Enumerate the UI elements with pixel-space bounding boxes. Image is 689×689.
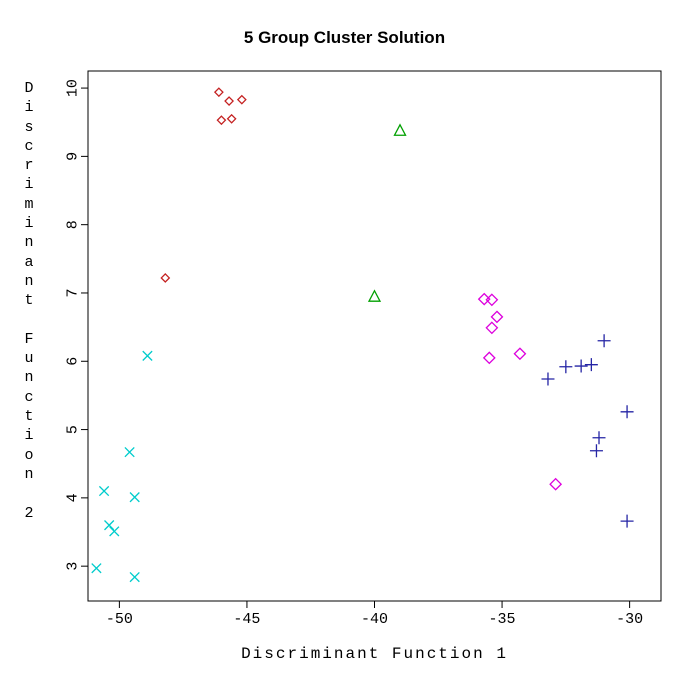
data-point-cluster-5 — [109, 526, 120, 537]
y-tick-label: 8 — [65, 220, 82, 229]
data-point-cluster-5 — [129, 492, 140, 503]
y-axis-label-char: D — [24, 80, 34, 97]
data-point-cluster-2 — [367, 289, 382, 302]
data-point-cluster-4 — [559, 360, 573, 374]
y-axis-label-char: o — [24, 446, 34, 464]
y-axis-label-char: i — [24, 215, 34, 233]
y-axis-label-char: n — [24, 369, 34, 387]
data-point-cluster-1 — [160, 273, 171, 283]
data-point-cluster-4 — [541, 372, 555, 386]
data-point-cluster-3 — [482, 351, 496, 365]
y-axis-label-char: s — [24, 118, 34, 136]
data-point-cluster-1 — [224, 96, 235, 106]
data-point-cluster-1 — [236, 94, 247, 105]
data-point-cluster-4 — [574, 359, 588, 373]
data-point-cluster-3 — [477, 292, 491, 306]
data-point-cluster-4 — [620, 514, 634, 528]
y-axis-label-char: a — [24, 253, 34, 271]
data-point-cluster-3 — [549, 477, 563, 491]
data-point-cluster-5 — [104, 520, 115, 531]
data-point-cluster-5 — [91, 563, 102, 574]
y-tick-label: 3 — [65, 562, 82, 571]
chart-title: 5 Group Cluster Solution — [243, 28, 446, 47]
x-tick-label: -50 — [106, 611, 133, 628]
data-point-cluster-4 — [584, 358, 598, 372]
y-tick-label: 7 — [65, 288, 82, 297]
y-axis-label-char: n — [24, 272, 34, 290]
x-tick-label: -45 — [233, 611, 260, 628]
y-axis-label-char: i — [24, 99, 34, 117]
data-point-cluster-3 — [513, 347, 527, 361]
x-tick-label: -35 — [489, 611, 516, 628]
data-point-cluster-5 — [98, 485, 110, 497]
data-point-cluster-5 — [142, 350, 153, 361]
data-point-cluster-2 — [393, 123, 407, 136]
data-point-cluster-1 — [226, 113, 237, 124]
data-point-cluster-4 — [592, 431, 606, 445]
x-axis-label: Discriminant Function 1 — [241, 645, 508, 663]
y-axis-label-char: 2 — [24, 504, 34, 522]
y-axis-label-char: F — [24, 330, 34, 348]
data-point-cluster-3 — [485, 293, 499, 307]
y-axis-label-char: r — [24, 157, 34, 175]
data-point-cluster-1 — [216, 115, 227, 126]
data-point-cluster-4 — [589, 444, 603, 458]
data-point-cluster-3 — [490, 310, 504, 324]
y-axis-label-char: i — [24, 176, 34, 194]
x-tick-label: -40 — [361, 611, 388, 628]
plot-box — [87, 70, 662, 602]
y-tick-label: 10 — [65, 79, 82, 97]
y-tick-label: 9 — [65, 152, 82, 161]
y-axis-label-char: u — [24, 350, 34, 368]
y-axis-label-char: n — [24, 234, 34, 252]
y-tick-label: 4 — [65, 493, 82, 502]
y-tick-label: 6 — [65, 357, 82, 366]
y-tick-label: 5 — [65, 425, 82, 434]
data-point-cluster-3 — [485, 321, 499, 335]
y-axis-label-char: m — [24, 195, 34, 213]
y-axis-label-char: c — [24, 137, 34, 155]
data-point-cluster-4 — [597, 334, 611, 348]
data-point-cluster-4 — [620, 405, 634, 419]
y-axis-label-char: n — [24, 465, 34, 483]
y-axis-label-char: c — [24, 388, 34, 406]
y-axis-label-char: i — [24, 427, 34, 445]
data-point-cluster-1 — [213, 87, 224, 98]
y-axis-label-char: t — [24, 292, 34, 310]
data-point-cluster-5 — [124, 446, 135, 458]
y-axis-label-char: t — [24, 408, 34, 426]
data-point-cluster-5 — [129, 571, 140, 583]
x-tick-label: -30 — [616, 611, 643, 628]
